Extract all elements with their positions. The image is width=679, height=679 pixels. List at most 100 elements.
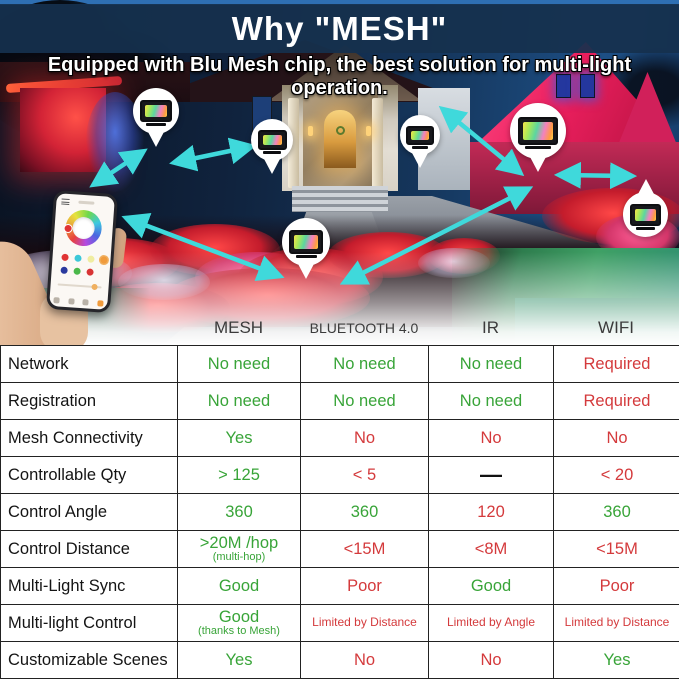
door-wreath bbox=[336, 126, 345, 135]
mesh-arrow bbox=[553, 161, 638, 190]
column-header-wifi: WIFI bbox=[598, 318, 634, 337]
table-cell: > 125 bbox=[178, 457, 301, 494]
row-label: Control Angle bbox=[1, 494, 178, 531]
cell-value: Yes bbox=[225, 650, 253, 669]
sky-strip bbox=[0, 0, 679, 5]
cell-value: No bbox=[480, 428, 502, 447]
table-cell: Good (thanks to Mesh) bbox=[178, 605, 301, 642]
cell-value: Limited by Distance bbox=[564, 615, 670, 630]
cell-value: Good bbox=[218, 608, 260, 627]
table-cell: Poor bbox=[301, 568, 429, 605]
table-cell: >20M /hop (multi-hop) bbox=[178, 531, 301, 568]
floodlight-bubble bbox=[133, 88, 179, 134]
table-cell: No need bbox=[301, 346, 429, 383]
preset-color-dot bbox=[100, 256, 108, 264]
cell-value: Poor bbox=[599, 576, 635, 595]
page-title: Why "MESH" bbox=[231, 9, 448, 47]
cell-value: Required bbox=[583, 354, 651, 373]
cell-value: 360 bbox=[603, 502, 631, 521]
table-cell: Poor bbox=[554, 568, 679, 605]
table-cell: 360 bbox=[178, 494, 301, 531]
mesh-arrow bbox=[339, 186, 534, 285]
cell-value: No need bbox=[207, 354, 271, 373]
row-label: Multi-light Control bbox=[1, 605, 178, 642]
table-cell: Good bbox=[429, 568, 554, 605]
nav-icon bbox=[82, 299, 89, 306]
table-cell: Yes bbox=[178, 420, 301, 457]
row-label: Controllable Qty bbox=[1, 457, 178, 494]
house-photo: Why "MESH" Equipped with Blu Mesh chip, … bbox=[0, 0, 679, 345]
table-cell: No need bbox=[178, 383, 301, 420]
cell-value: No need bbox=[459, 354, 523, 373]
row-label: Control Distance bbox=[1, 531, 178, 568]
column-header-bluetooth: BLUETOOTH 4.0 bbox=[309, 320, 419, 336]
preset-color-dot bbox=[61, 253, 69, 262]
preset-color-dot bbox=[60, 266, 68, 275]
cell-value: No need bbox=[333, 391, 396, 410]
preset-color-dot bbox=[74, 254, 82, 262]
menu-icon bbox=[61, 198, 70, 205]
floodlight-bubble bbox=[251, 119, 293, 161]
cell-value: No bbox=[480, 650, 502, 669]
cell-value: Limited by Angle bbox=[446, 615, 536, 630]
cell-value: <8M bbox=[474, 539, 508, 558]
cell-value: >20M /hop bbox=[199, 534, 279, 553]
mesh-arrow bbox=[89, 148, 148, 188]
table-cell: No bbox=[301, 642, 429, 679]
table-cell: Required bbox=[554, 383, 679, 420]
blue-lit-window bbox=[580, 74, 595, 98]
table-cell: 360 bbox=[554, 494, 679, 531]
cell-value: Required bbox=[583, 391, 651, 410]
cell-value: > 125 bbox=[218, 465, 260, 484]
front-door bbox=[324, 110, 356, 168]
cell-value: 360 bbox=[225, 502, 253, 521]
table-cell: No need bbox=[429, 383, 554, 420]
nav-icon bbox=[96, 300, 104, 307]
cell-value: No bbox=[606, 428, 628, 447]
table-cell: Yes bbox=[178, 642, 301, 679]
cell-value: No bbox=[353, 650, 376, 669]
cell-value: < 20 bbox=[600, 465, 634, 484]
cell-value: No need bbox=[207, 391, 271, 410]
floodlight-icon bbox=[630, 203, 661, 230]
cell-value: No need bbox=[459, 391, 523, 410]
table-cell: 120 bbox=[429, 494, 554, 531]
cell-value: Good bbox=[218, 576, 260, 595]
nav-icon bbox=[68, 298, 75, 305]
row-label: Network bbox=[1, 346, 178, 383]
cell-value: 120 bbox=[477, 502, 505, 521]
table-cell: No bbox=[429, 420, 554, 457]
floodlight-icon bbox=[518, 117, 558, 149]
blue-lit-window bbox=[556, 74, 571, 98]
mesh-arrow bbox=[169, 137, 257, 172]
cell-value: <15M bbox=[596, 539, 638, 558]
column-header-mesh: MESH bbox=[213, 318, 264, 337]
preset-color-dot bbox=[86, 268, 94, 276]
floodlight-bubble bbox=[400, 115, 440, 155]
table-cell: <8M bbox=[429, 531, 554, 568]
mesh-arrow bbox=[438, 105, 525, 177]
floodlight-bubble bbox=[623, 192, 668, 237]
floodlight-icon bbox=[140, 100, 172, 126]
table-cell: No need bbox=[429, 346, 554, 383]
table-cell: Required bbox=[554, 346, 679, 383]
cell-value: < 5 bbox=[352, 465, 377, 484]
preset-color-dot bbox=[87, 255, 95, 263]
table-cell: Good bbox=[178, 568, 301, 605]
app-title-placeholder bbox=[78, 200, 95, 205]
row-label: Mesh Connectivity bbox=[1, 420, 178, 457]
cell-value: Yes bbox=[603, 650, 631, 669]
cell-subvalue: (multi-hop) bbox=[212, 551, 266, 564]
cell-value: Good bbox=[470, 576, 512, 595]
cell-value: 360 bbox=[350, 502, 379, 521]
mesh-arrow bbox=[121, 213, 285, 281]
cell-value: Poor bbox=[347, 576, 382, 595]
wall-sconce bbox=[308, 126, 313, 136]
table-cell: Limited by Angle bbox=[429, 605, 554, 642]
page-subtitle: Equipped with Blu Mesh chip, the best so… bbox=[47, 54, 632, 99]
row-label: Registration bbox=[1, 383, 178, 420]
table-cell: No bbox=[429, 642, 554, 679]
floodlight-icon bbox=[289, 230, 323, 258]
table-cell: No need bbox=[178, 346, 301, 383]
